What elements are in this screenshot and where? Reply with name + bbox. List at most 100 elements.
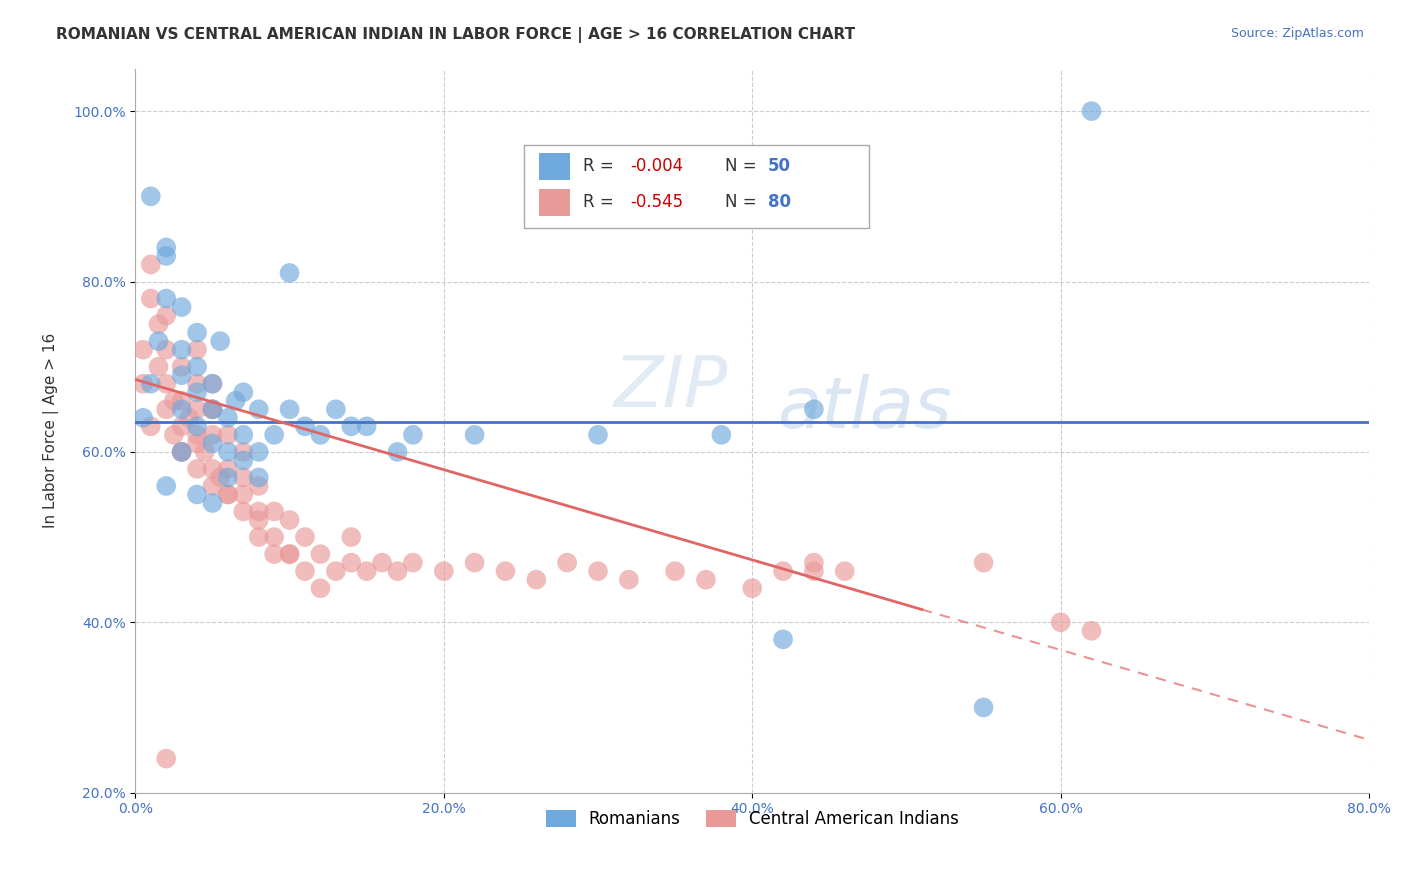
Point: [186, 343, 208, 357]
Point: [155, 292, 177, 306]
Point: [186, 462, 208, 476]
Point: [371, 556, 394, 570]
Point: [170, 368, 193, 383]
Point: [217, 487, 239, 501]
Point: [186, 359, 208, 374]
Point: [973, 700, 995, 714]
Point: [201, 436, 224, 450]
Point: [232, 470, 254, 484]
Text: -0.545: -0.545: [630, 194, 683, 211]
Bar: [538, 153, 569, 180]
Point: [201, 402, 224, 417]
Point: [294, 530, 316, 544]
Point: [278, 513, 301, 527]
Point: [247, 513, 270, 527]
Point: [155, 343, 177, 357]
Point: [278, 266, 301, 280]
Point: [586, 564, 609, 578]
Point: [217, 470, 239, 484]
Point: [155, 479, 177, 493]
Point: [278, 547, 301, 561]
Point: [148, 317, 170, 331]
Point: [232, 445, 254, 459]
Text: -0.004: -0.004: [630, 157, 683, 176]
Point: [201, 402, 224, 417]
Point: [170, 445, 193, 459]
Point: [201, 376, 224, 391]
Text: N =: N =: [725, 194, 762, 211]
Point: [139, 376, 162, 391]
Point: [170, 343, 193, 357]
Point: [217, 410, 239, 425]
Point: [163, 393, 186, 408]
Text: ZIP: ZIP: [613, 352, 727, 422]
Point: [340, 419, 363, 434]
Point: [741, 581, 763, 595]
Point: [309, 427, 332, 442]
Text: 80: 80: [768, 194, 792, 211]
Point: [263, 427, 285, 442]
Point: [217, 462, 239, 476]
Point: [294, 564, 316, 578]
Point: [186, 427, 208, 442]
Point: [155, 751, 177, 765]
Y-axis label: In Labor Force | Age > 16: In Labor Force | Age > 16: [44, 333, 59, 528]
Point: [247, 504, 270, 518]
Point: [232, 487, 254, 501]
Point: [186, 326, 208, 340]
Text: ROMANIAN VS CENTRAL AMERICAN INDIAN IN LABOR FORCE | AGE > 16 CORRELATION CHART: ROMANIAN VS CENTRAL AMERICAN INDIAN IN L…: [56, 27, 855, 43]
Point: [217, 445, 239, 459]
Point: [201, 402, 224, 417]
Point: [555, 556, 578, 570]
Point: [387, 564, 409, 578]
Point: [834, 564, 856, 578]
Point: [217, 427, 239, 442]
Point: [524, 573, 547, 587]
Point: [263, 547, 285, 561]
Point: [356, 564, 378, 578]
Text: Source: ZipAtlas.com: Source: ZipAtlas.com: [1230, 27, 1364, 40]
Point: [402, 556, 425, 570]
Point: [247, 470, 270, 484]
Point: [170, 445, 193, 459]
Point: [586, 427, 609, 442]
Point: [217, 487, 239, 501]
Point: [209, 470, 232, 484]
Point: [710, 427, 733, 442]
Point: [495, 564, 517, 578]
Point: [163, 427, 186, 442]
Point: [772, 564, 794, 578]
Point: [1080, 104, 1102, 119]
Point: [772, 632, 794, 647]
Point: [186, 376, 208, 391]
Point: [170, 359, 193, 374]
Point: [232, 453, 254, 467]
Point: [664, 564, 686, 578]
Point: [973, 556, 995, 570]
Point: [1049, 615, 1071, 630]
Point: [247, 445, 270, 459]
Point: [139, 419, 162, 434]
Point: [186, 402, 208, 417]
Point: [803, 556, 825, 570]
Point: [1080, 624, 1102, 638]
Point: [464, 427, 486, 442]
Point: [139, 257, 162, 271]
Point: [356, 419, 378, 434]
Point: [132, 343, 155, 357]
Point: [340, 530, 363, 544]
Point: [155, 402, 177, 417]
Point: [148, 334, 170, 348]
Point: [278, 547, 301, 561]
Point: [201, 462, 224, 476]
Text: atlas: atlas: [778, 375, 952, 443]
Text: R =: R =: [583, 157, 619, 176]
Point: [194, 445, 217, 459]
Point: [155, 249, 177, 263]
Point: [170, 402, 193, 417]
Point: [186, 436, 208, 450]
Point: [433, 564, 456, 578]
Point: [309, 547, 332, 561]
Point: [186, 419, 208, 434]
Point: [186, 487, 208, 501]
